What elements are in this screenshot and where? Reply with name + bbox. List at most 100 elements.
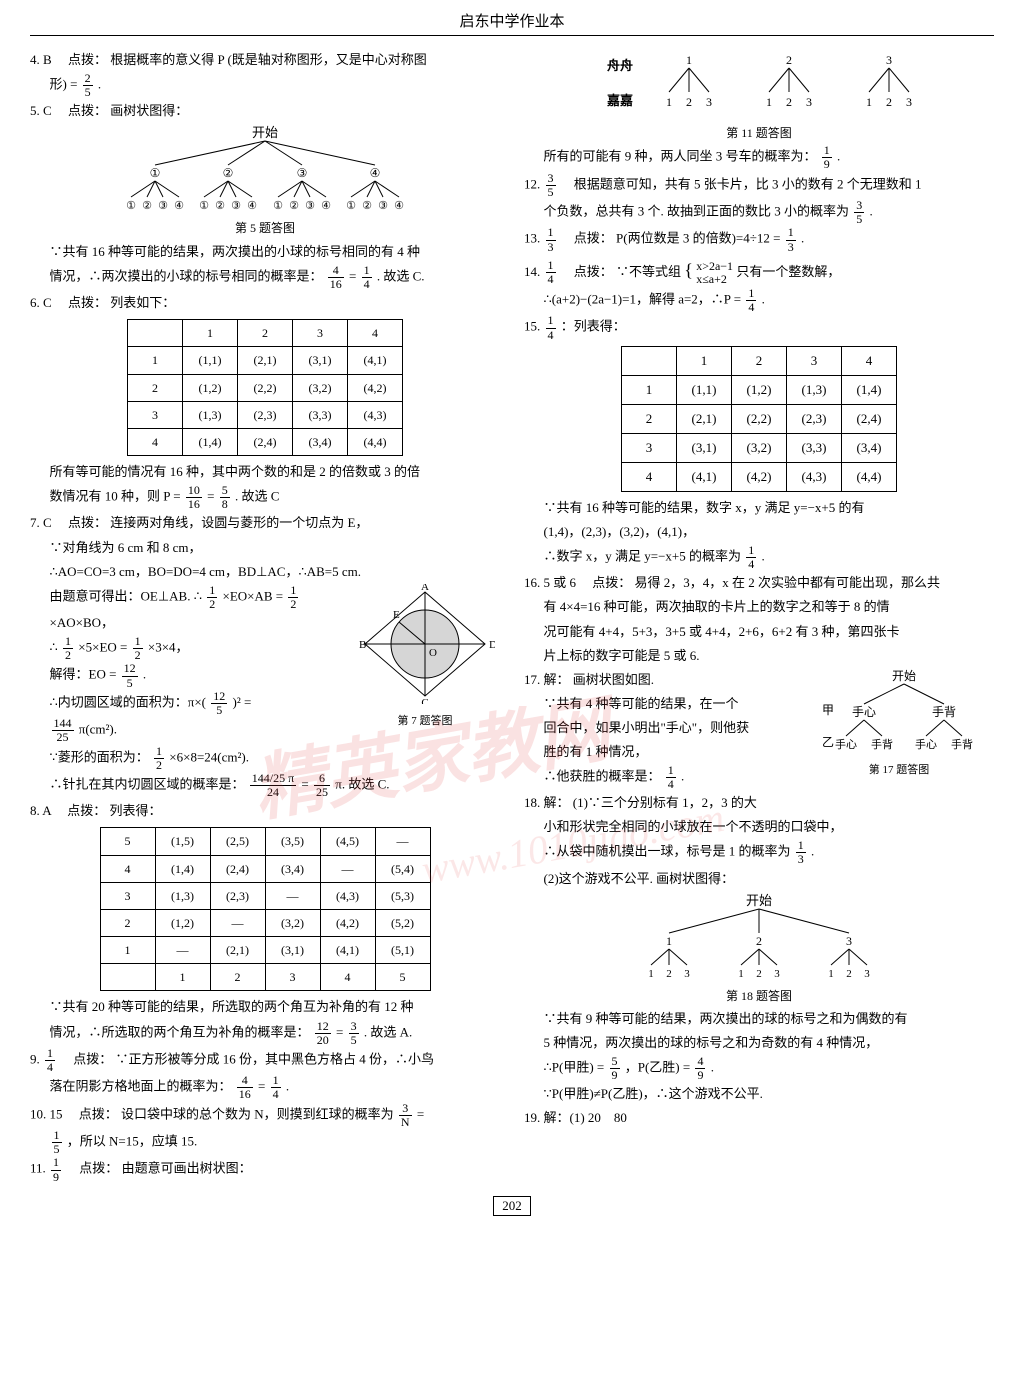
svg-text:②: ② xyxy=(362,200,372,212)
svg-text:3: 3 xyxy=(706,95,712,109)
svg-text:手背: 手背 xyxy=(951,737,973,751)
left-column: 4. B 点拨： 根据概率的意义得 P (既是轴对称图形，又是中心对称图 形) … xyxy=(30,48,500,1184)
svg-text:①: ① xyxy=(150,166,161,180)
q7-diagram-caption: 第 7 题答图 xyxy=(350,711,500,731)
q6-expl-c: . 故选 C xyxy=(235,489,279,504)
hint-label: 点拨： xyxy=(574,231,613,246)
q8-expl-a: ∵共有 20 种等可能的结果，所选取的两个角互为补角的有 12 种 xyxy=(50,999,414,1014)
svg-text:①: ① xyxy=(346,200,356,212)
question-15: 15. 14 ：列表得： 1234 1(1,1)(1,2)(1,3)(1,4) … xyxy=(524,314,994,571)
q11-tree-diagram: 舟舟 嘉嘉 1 123 2 123 3 123 xyxy=(569,50,949,120)
svg-text:②: ② xyxy=(142,200,152,212)
q8-text-a: 列表得： xyxy=(110,803,162,818)
q7-line3: 由题意可得出：OE⊥AB. xyxy=(50,588,191,603)
svg-text:2: 2 xyxy=(846,968,852,980)
page: 精英家教网 www.1010jiao.com 启东中学作业本 4. B 点拨： … xyxy=(0,0,1024,1226)
hint-label: 点拨： xyxy=(79,1161,118,1176)
question-10: 10. 15 点拨： 设口袋中球的总个数为 N，则摸到红球的概率为 3N = 1… xyxy=(30,1102,500,1157)
question-9: 9. 14 点拨： ∵正方形被等分成 16 份，其中黑色方格占 4 份，∴小鸟 … xyxy=(30,1047,500,1102)
svg-text:E: E xyxy=(393,609,400,621)
q17-caption: 第 17 题答图 xyxy=(804,760,994,780)
svg-text:手心: 手心 xyxy=(915,737,937,751)
svg-text:1: 1 xyxy=(738,968,744,980)
q7-number: 7. C xyxy=(30,515,52,530)
q8-number: 8. A xyxy=(30,803,51,818)
q6-expl-a: 所有等可能的情况有 16 种，其中两个数的和是 2 的倍数或 3 的倍 xyxy=(50,464,421,479)
svg-text:1: 1 xyxy=(666,95,672,109)
svg-text:2: 2 xyxy=(756,968,762,980)
svg-text:开始: 开始 xyxy=(892,669,916,683)
q5-tree-diagram: 开始 ① ② ③ ④ ①②③④ ①②③④ ①②③④ xyxy=(95,125,435,215)
svg-text:手心: 手心 xyxy=(852,705,876,719)
q6-text-a: 列表如下： xyxy=(110,295,175,310)
q5-expl-c: . 故选 C. xyxy=(377,268,425,283)
q6-expl-b: 数情况有 10 种，则 P = xyxy=(50,489,184,504)
q7-line1: ∵对角线为 6 cm 和 8 cm， xyxy=(50,540,202,555)
question-11-start: 11. 19 点拨： 由题意可画出树状图： xyxy=(30,1156,500,1183)
svg-text:3: 3 xyxy=(774,968,780,980)
svg-text:③: ③ xyxy=(158,200,168,212)
page-footer: 202 xyxy=(30,1196,994,1216)
svg-text:②: ② xyxy=(289,200,299,212)
svg-text:3: 3 xyxy=(846,934,852,948)
q5-expl-b: 情况，∴两次摸出的小球的标号相同的概率是： xyxy=(50,268,323,283)
svg-text:1: 1 xyxy=(766,95,772,109)
content-columns: 4. B 点拨： 根据概率的意义得 P (既是轴对称图形，又是中心对称图 形) … xyxy=(30,48,994,1184)
svg-text:2: 2 xyxy=(686,95,692,109)
svg-text:①: ① xyxy=(199,200,209,212)
question-8: 8. A 点拨： 列表得： 5(1,5)(2,5)(3,5)(4,5)— 4(1… xyxy=(30,799,500,1047)
question-12: 12. 35 根据题意可知，共有 5 张卡片，比 3 小的数有 2 个无理数和 … xyxy=(524,172,994,227)
svg-text:B: B xyxy=(359,639,366,651)
hint-label: 点拨： xyxy=(73,1052,112,1067)
fraction: 416 xyxy=(328,264,344,291)
svg-text:③: ③ xyxy=(231,200,241,212)
q7-line2: ∴AO=CO=3 cm，BO=DO=4 cm，BD⊥AC，∴AB=5 cm. xyxy=(50,564,362,579)
svg-text:3: 3 xyxy=(806,95,812,109)
svg-text:2: 2 xyxy=(886,95,892,109)
hint-label: 点拨： xyxy=(67,803,106,818)
svg-text:手背: 手背 xyxy=(871,737,893,751)
svg-text:①: ① xyxy=(273,200,283,212)
svg-text:④: ④ xyxy=(174,200,184,212)
page-title: 启东中学作业本 xyxy=(30,10,994,36)
hint-label: 点拨： xyxy=(68,295,107,310)
hint-label: 点拨： xyxy=(68,52,107,67)
svg-text:1: 1 xyxy=(866,95,872,109)
svg-text:①: ① xyxy=(126,200,136,212)
question-4: 4. B 点拨： 根据概率的意义得 P (既是轴对称图形，又是中心对称图 形) … xyxy=(30,48,500,99)
svg-text:2: 2 xyxy=(756,934,762,948)
svg-text:④: ④ xyxy=(321,200,331,212)
svg-text:2: 2 xyxy=(786,95,792,109)
svg-text:③: ③ xyxy=(297,166,308,180)
q18-caption: 第 18 题答图 xyxy=(524,985,994,1007)
svg-text:④: ④ xyxy=(394,200,404,212)
svg-text:3: 3 xyxy=(684,968,690,980)
question-5: 5. C 点拨： 画树状图得： 开始 ① ② ③ ④ ①②③④ xyxy=(30,99,500,291)
q6-number: 6. C xyxy=(30,295,52,310)
q18-tree-diagram: 开始 1 2 3 123 123 123 xyxy=(599,893,919,983)
q4-text-a: 根据概率的意义得 P (既是轴对称图形，又是中心对称图 xyxy=(110,52,427,67)
right-column: 舟舟 嘉嘉 1 123 2 123 3 123 第 11 题答图 所有的可能有 … xyxy=(524,48,994,1184)
svg-text:3: 3 xyxy=(886,53,892,67)
svg-text:④: ④ xyxy=(247,200,257,212)
svg-text:D: D xyxy=(489,639,495,651)
q15-table: 1234 1(1,1)(1,2)(1,3)(1,4) 2(2,1)(2,2)(2… xyxy=(621,346,897,492)
svg-text:手背: 手背 xyxy=(932,705,956,719)
svg-text:③: ③ xyxy=(305,200,315,212)
svg-text:C: C xyxy=(421,697,428,704)
hint-label: 点拨： xyxy=(592,575,631,590)
svg-text:2: 2 xyxy=(666,968,672,980)
svg-text:2: 2 xyxy=(786,53,792,67)
svg-text:开始: 开始 xyxy=(252,125,278,140)
q4-number: 4. B xyxy=(30,52,52,67)
q8-expl-b: 情况，∴所选取的两个角互为补角的概率是： xyxy=(50,1024,310,1039)
svg-text:1: 1 xyxy=(666,934,672,948)
question-6: 6. C 点拨： 列表如下： 1234 1(1,1)(2,1)(3,1)(4,1… xyxy=(30,291,500,511)
svg-text:O: O xyxy=(429,647,437,659)
svg-text:手心: 手心 xyxy=(835,737,857,751)
svg-text:乙: 乙 xyxy=(822,735,834,749)
svg-text:嘉嘉: 嘉嘉 xyxy=(606,93,633,108)
svg-text:开始: 开始 xyxy=(746,893,772,908)
svg-text:④: ④ xyxy=(370,166,381,180)
svg-text:②: ② xyxy=(223,166,234,180)
